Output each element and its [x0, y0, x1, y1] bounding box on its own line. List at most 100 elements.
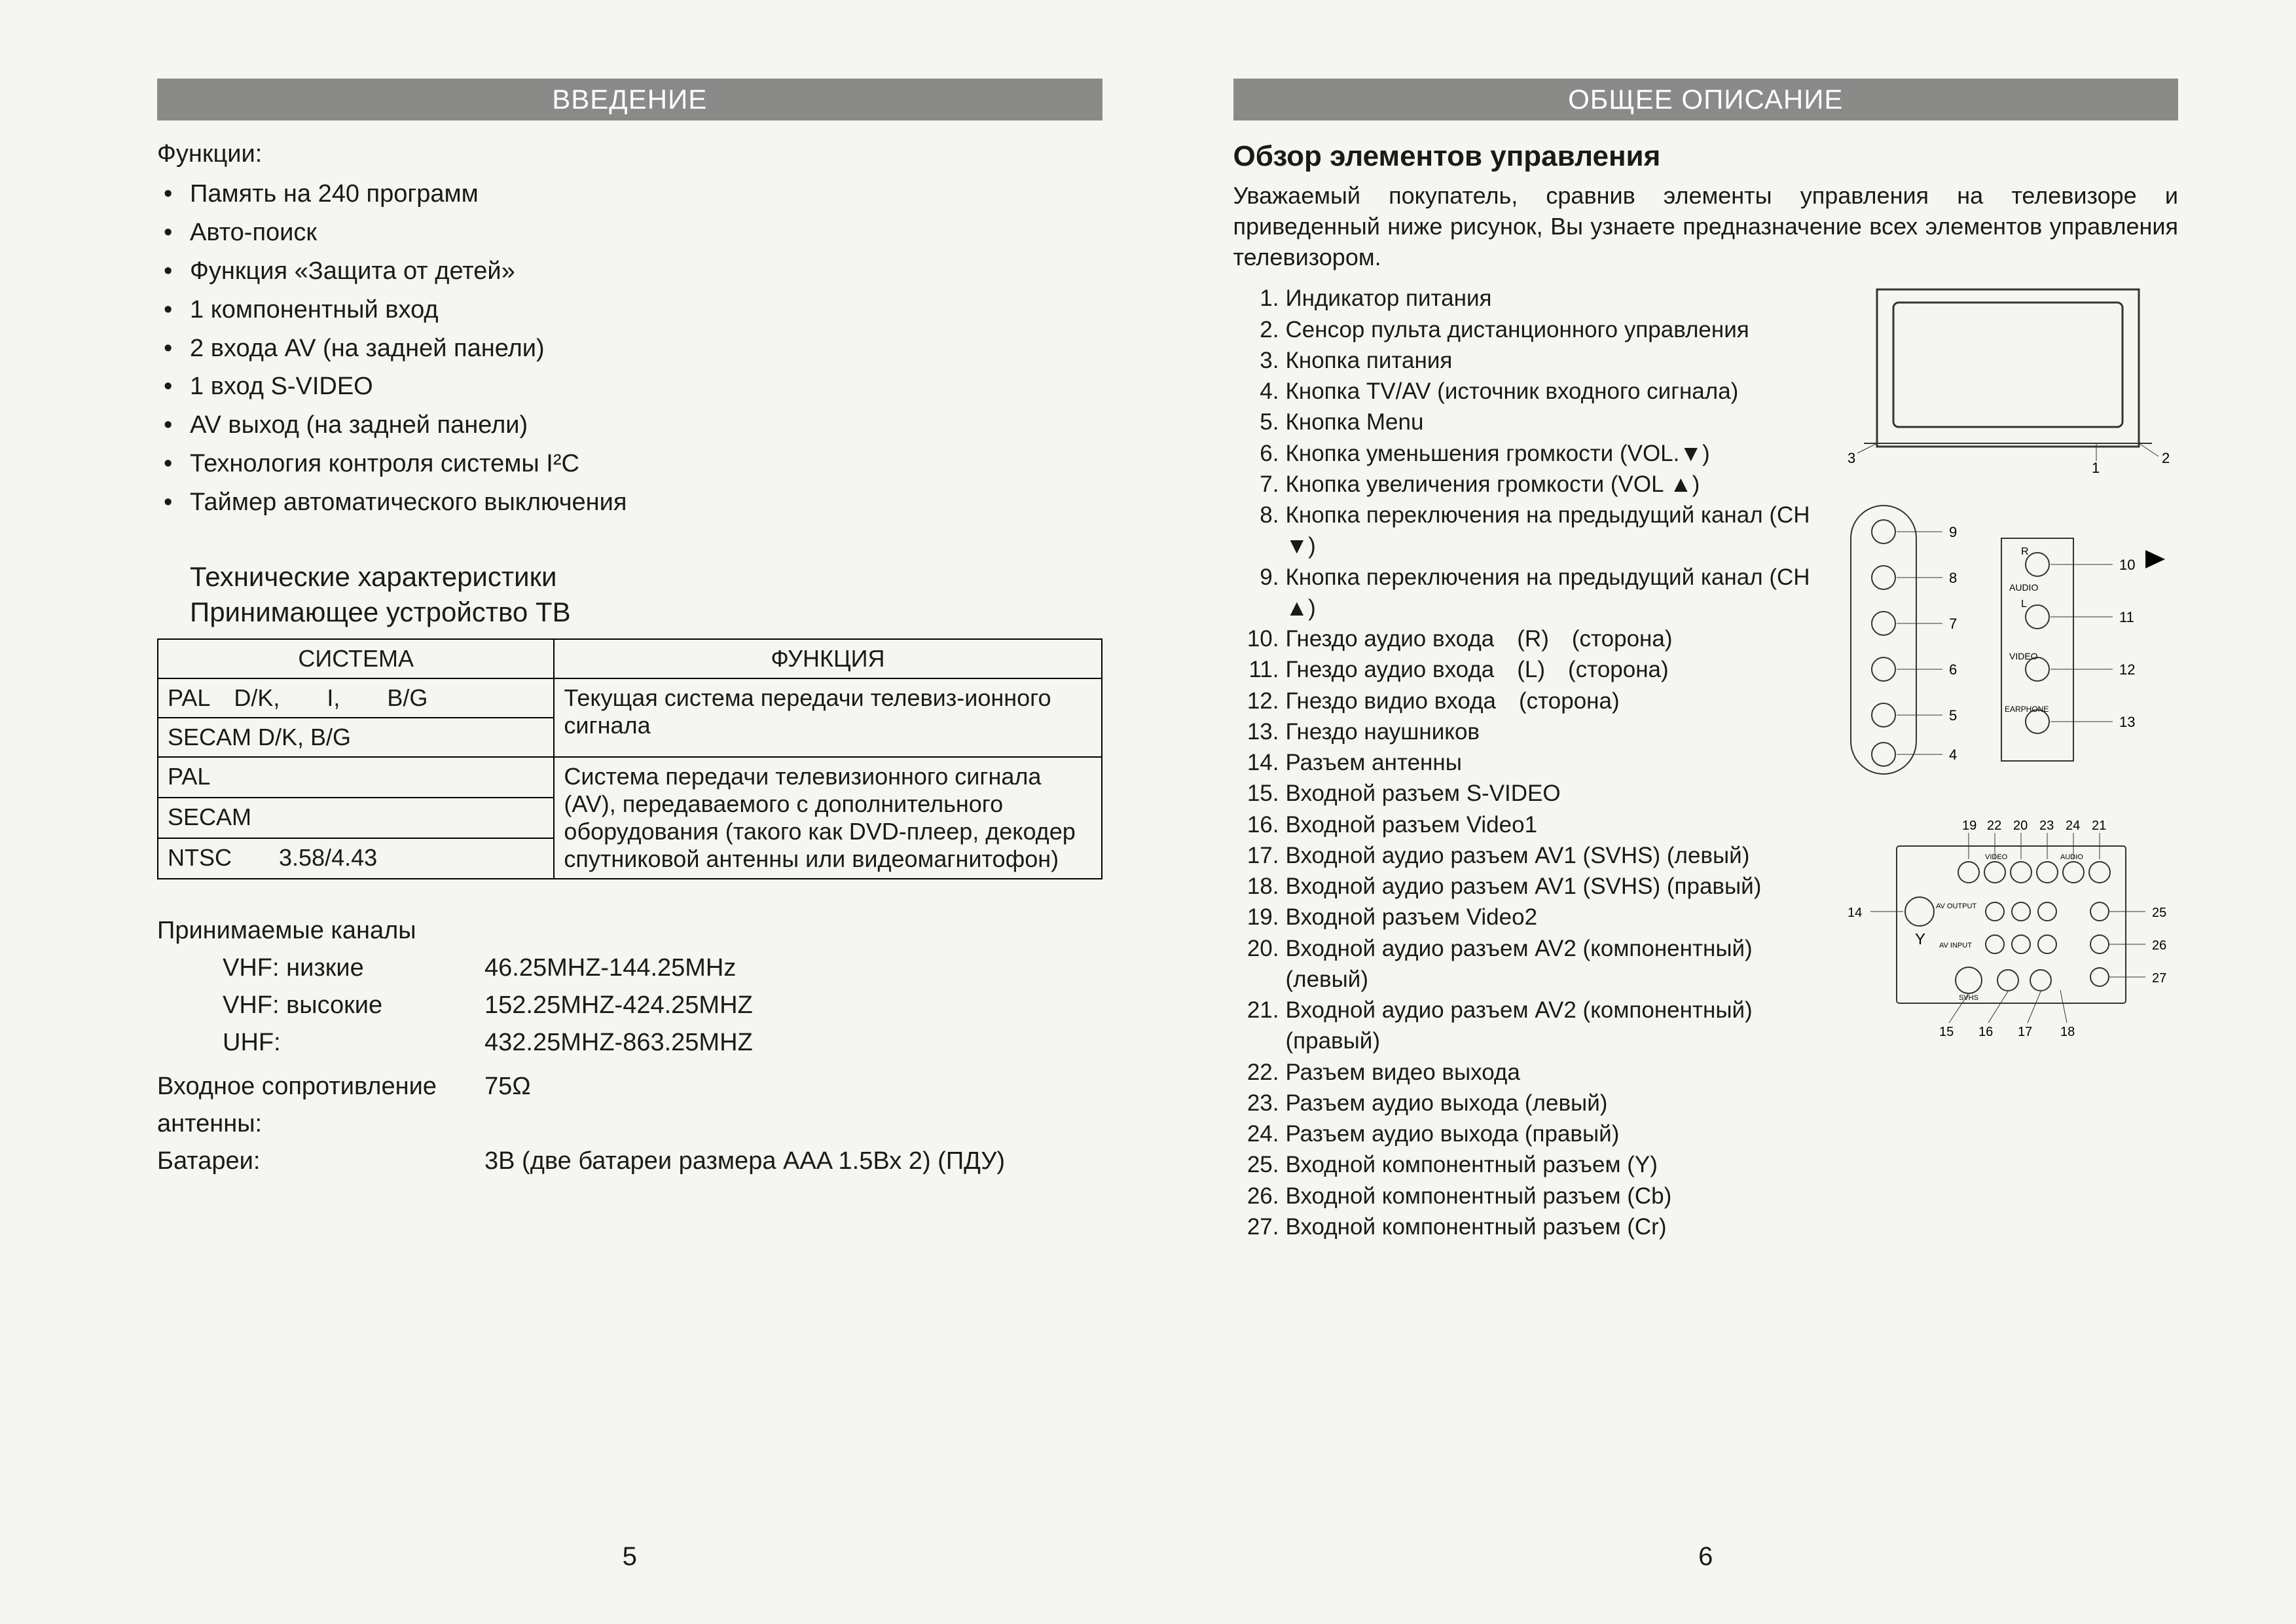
control-item: Входной аудио разъем AV1 (SVHS) (левый) [1233, 840, 1819, 871]
channels-label: Принимаемые каналы [157, 912, 1102, 950]
side-panel-diagram: 9 8 7 6 5 4 10 11 12 13 R AUDIO L VIDEO … [1838, 499, 2178, 781]
page-left: ВВЕДЕНИЕ Функции: Память на 240 программ… [131, 79, 1168, 1572]
control-item: Кнопка уменьшения громкости (VOL.▼) [1233, 438, 1819, 469]
impedance-value: 75Ω [484, 1068, 1102, 1143]
svg-text:24: 24 [2066, 819, 2080, 833]
spec-table: СИСТЕМА ФУНКЦИЯ PAL D/K, I, B/G Текущая … [157, 638, 1102, 879]
spec-cell: Текущая система передачи телевиз-ионного… [554, 678, 1101, 757]
control-item: Индикатор питания [1233, 283, 1819, 314]
spec-cell: Система передачи телевизионного сигнала … [554, 757, 1101, 879]
svg-text:22: 22 [1987, 819, 2001, 833]
svg-text:Y: Y [1915, 931, 1925, 948]
control-item: Кнопка питания [1233, 345, 1819, 376]
control-item: Кнопка переключения на предыдущий канал … [1233, 562, 1819, 624]
spec-col-system: СИСТЕМА [158, 639, 554, 678]
controls-list: Индикатор питания Сенсор пульта дистанци… [1233, 283, 1819, 1242]
control-item: Разъем антенны [1233, 747, 1819, 778]
back-panel-diagram: 19 22 20 23 24 21 14 25 26 27 15 16 17 1… [1838, 807, 2178, 1043]
spec-subheading: Принимающее устройство ТВ [157, 597, 1102, 628]
channel-label: UHF: [157, 1024, 484, 1061]
functions-item: Функция «Защита от детей» [190, 252, 1102, 291]
functions-list: Память на 240 программ Авто-поиск Функци… [157, 175, 1102, 522]
diagram-label: 1 [2092, 460, 2100, 473]
channel-value: 152.25MHZ-424.25MHZ [484, 987, 1102, 1024]
svg-text:12: 12 [2119, 661, 2135, 678]
svg-text:11: 11 [2119, 609, 2134, 625]
control-item: Гнездо видио входа (сторона) [1233, 686, 1819, 716]
functions-item: Память на 240 программ [190, 175, 1102, 213]
svg-text:8: 8 [1949, 570, 1957, 586]
control-item: Разъем аудио выхода (левый) [1233, 1088, 1819, 1118]
svg-text:17: 17 [2018, 1025, 2032, 1039]
svg-text:6: 6 [1949, 661, 1957, 678]
svg-text:18: 18 [2060, 1025, 2075, 1039]
spec-cell: PAL D/K, I, B/G [158, 678, 554, 718]
impedance-label: Входное сопротивление антенны: [157, 1068, 484, 1143]
overview-subtitle: Обзор элементов управления [1233, 140, 2179, 173]
control-item: Входной аудио разъем AV1 (SVHS) (правый) [1233, 871, 1819, 902]
channel-label: VHF: низкие [157, 950, 484, 987]
svg-text:AUDIO: AUDIO [2009, 582, 2038, 593]
spec-cell: PAL [158, 757, 554, 798]
tv-front-diagram: 3 1 2 [1838, 283, 2178, 473]
svg-text:26: 26 [2152, 938, 2166, 953]
spec-cell: SECAM D/K, B/G [158, 718, 554, 757]
svg-text:19: 19 [1962, 819, 1977, 833]
diagram-label: 3 [1848, 450, 1855, 466]
page-right: ОБЩЕЕ ОПИСАНИЕ Обзор элементов управлени… [1168, 79, 2205, 1572]
svg-text:27: 27 [2152, 971, 2166, 986]
svg-text:EARPHONE: EARPHONE [2005, 705, 2049, 714]
spec-heading: Технические характеристики [157, 561, 1102, 593]
battery-value: 3В (две батареи размера AAA 1.5Вх 2) (ПД… [484, 1143, 1102, 1180]
svg-text:7: 7 [1949, 616, 1957, 632]
svg-text:VIDEO: VIDEO [1985, 853, 2008, 861]
svg-text:23: 23 [2039, 819, 2054, 833]
svg-text:25: 25 [2152, 906, 2166, 920]
channel-value: 432.25MHZ-863.25MHZ [484, 1024, 1102, 1061]
svg-text:L: L [2021, 599, 2027, 610]
svg-text:20: 20 [2013, 819, 2028, 833]
control-item: Разъем аудио выхода (правый) [1233, 1118, 1819, 1149]
control-item: Входной аудио разъем AV2 (компонентный) … [1233, 995, 1819, 1057]
control-item: Гнездо аудио входа (R) (сторона) [1233, 623, 1819, 654]
control-item: Кнопка TV/AV (источник входного сигнала) [1233, 376, 1819, 407]
svg-text:AV INPUT: AV INPUT [1939, 942, 1972, 950]
spec-cell: NTSC 3.58/4.43 [158, 838, 554, 879]
control-item: Разъем видео выхода [1233, 1057, 1819, 1088]
section-header-intro: ВВЕДЕНИЕ [157, 79, 1102, 120]
svg-text:5: 5 [1949, 707, 1957, 724]
control-item: Входной разъем Video2 [1233, 902, 1819, 932]
control-item: Кнопка Menu [1233, 407, 1819, 437]
functions-item: 1 компонентный вход [190, 291, 1102, 329]
diagram-label: 2 [2162, 450, 2170, 466]
control-item: Входной компонентный разъем (Y) [1233, 1149, 1819, 1180]
control-item: Входной разъем S-VIDEO [1233, 778, 1819, 809]
svg-text:R: R [2021, 546, 2029, 557]
spec-col-function: ФУНКЦИЯ [554, 639, 1101, 678]
svg-text:15: 15 [1939, 1025, 1954, 1039]
svg-text:14: 14 [1848, 906, 1862, 920]
functions-item: 1 вход S-VIDEO [190, 367, 1102, 406]
control-item: Сенсор пульта дистанционного управления [1233, 314, 1819, 345]
functions-item: Таймер автоматического выключения [190, 483, 1102, 522]
control-item: Входной компонентный разъем (Cr) [1233, 1211, 1819, 1242]
svg-text:VIDEO: VIDEO [2009, 651, 2038, 661]
control-item: Кнопка увеличения громкости (VOL ▲) [1233, 469, 1819, 500]
svg-text:SVHS: SVHS [1959, 994, 1978, 1002]
control-item: Входной аудио разъем AV2 (компонентный) … [1233, 933, 1819, 995]
overview-intro: Уважаемый покупатель, сравнив элементы у… [1233, 181, 2179, 272]
svg-text:21: 21 [2092, 819, 2106, 833]
channel-value: 46.25MHZ-144.25MHz [484, 950, 1102, 987]
spec-cell: SECAM [158, 798, 554, 838]
functions-item: 2 входа AV (на задней панели) [190, 329, 1102, 368]
svg-text:16: 16 [1978, 1025, 1993, 1039]
channels-block: Принимаемые каналы VHF: низкие 46.25MHZ-… [157, 912, 1102, 1180]
functions-item: Технология контроля системы I²C [190, 445, 1102, 483]
functions-item: AV выход (на задней панели) [190, 406, 1102, 445]
control-item: Входной разъем Video1 [1233, 809, 1819, 840]
svg-text:9: 9 [1949, 524, 1957, 540]
section-header-overview: ОБЩЕЕ ОПИСАНИЕ [1233, 79, 2179, 120]
control-item: Гнездо наушников [1233, 716, 1819, 747]
functions-label: Функции: [157, 140, 1102, 168]
svg-text:AUDIO: AUDIO [2060, 853, 2083, 861]
